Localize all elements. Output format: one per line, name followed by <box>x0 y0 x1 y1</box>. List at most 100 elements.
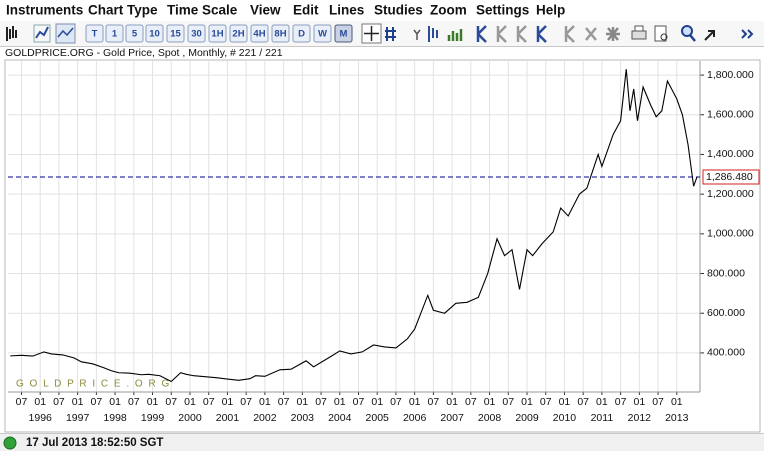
menu-item[interactable]: Chart Type <box>88 3 158 18</box>
x-tick-label: 01 <box>484 396 496 408</box>
reference-label: 1,286.480 <box>706 171 753 183</box>
x-tick-label: 07 <box>615 396 627 408</box>
y-tick-label: 1,200.000 <box>707 188 754 200</box>
x-tick-label: 01 <box>259 396 271 408</box>
x-tick-label: 07 <box>240 396 252 408</box>
menu-item[interactable]: Help <box>536 3 565 18</box>
x-year-label: 2007 <box>440 412 464 424</box>
toolbar-button[interactable] <box>229 24 248 43</box>
y-tick-label: 800.000 <box>707 267 745 279</box>
x-tick-label: 01 <box>446 396 458 408</box>
toolbar-button-label: M <box>340 29 348 40</box>
watermark: G O L D P R I C E . O R G <box>16 379 171 390</box>
toolbar-button[interactable] <box>271 24 290 43</box>
x-year-label: 2006 <box>403 412 427 424</box>
toolbar-button[interactable] <box>125 24 144 43</box>
toolbar-button-label: 2H <box>232 29 244 40</box>
x-tick-label: 01 <box>296 396 308 408</box>
menu-item[interactable]: Time Scale <box>167 3 238 18</box>
toolbar-button[interactable] <box>166 24 185 43</box>
x-year-label: 1998 <box>103 412 127 424</box>
toolbar-button-label: 4H <box>253 29 265 40</box>
x-tick-label: 07 <box>315 396 327 408</box>
y-tick-label: 1,600.000 <box>707 109 754 121</box>
x-tick-label: 01 <box>409 396 421 408</box>
x-tick-label: 07 <box>540 396 552 408</box>
x-year-label: 2009 <box>515 412 539 424</box>
x-tick-label: 01 <box>222 396 234 408</box>
menu-item[interactable]: View <box>250 3 281 18</box>
x-tick-label: 01 <box>371 396 383 408</box>
toolbar-icons-left <box>6 23 76 44</box>
x-tick-label: 07 <box>278 396 290 408</box>
menu-item[interactable]: Zoom <box>430 3 467 18</box>
toolbar-button[interactable] <box>105 24 124 43</box>
toolbar-button[interactable] <box>250 24 269 43</box>
reference-label-box <box>702 169 760 185</box>
status-time: 17 Jul 2013 18:52:50 SGT <box>26 437 163 449</box>
x-year-label: 2008 <box>478 412 502 424</box>
toolbar-button-label: 1 <box>112 29 118 40</box>
toolbar-icons-right <box>361 23 754 44</box>
x-year-label: 2011 <box>591 412 614 424</box>
x-year-label: 2002 <box>253 412 277 424</box>
status-indicator <box>3 436 17 450</box>
x-year-label: 2004 <box>328 412 352 424</box>
toolbar-button[interactable] <box>334 24 353 43</box>
toolbar-button-label: 5 <box>132 29 138 40</box>
toolbar-button[interactable] <box>208 24 227 43</box>
x-year-label: 2013 <box>665 412 689 424</box>
y-tick-label: 1,400.000 <box>707 148 754 160</box>
toolbar-button-label: 15 <box>170 29 181 40</box>
toolbar-button[interactable] <box>85 24 104 43</box>
menu-item[interactable]: Settings <box>476 3 529 18</box>
x-tick-label: 07 <box>128 396 140 408</box>
x-tick-label: 07 <box>652 396 664 408</box>
menu-item[interactable]: Instruments <box>6 3 83 18</box>
toolbar-button-label: T <box>92 29 98 40</box>
toolbar-button[interactable] <box>313 24 332 43</box>
x-tick-label: 01 <box>109 396 121 408</box>
x-tick-label: 01 <box>559 396 571 408</box>
x-year-label: 1999 <box>141 412 165 424</box>
x-tick-label: 07 <box>91 396 103 408</box>
menu-item[interactable]: Studies <box>374 3 423 18</box>
toolbar-button-label: 30 <box>191 29 202 40</box>
status-bar <box>0 434 764 451</box>
x-tick-label: 07 <box>428 396 440 408</box>
x-year-label: 2010 <box>553 412 577 424</box>
x-tick-label: 01 <box>72 396 84 408</box>
x-tick-label: 07 <box>16 396 28 408</box>
toolbar-button[interactable] <box>187 24 206 43</box>
x-tick-label: 07 <box>353 396 365 408</box>
y-tick-label: 1,000.000 <box>707 228 754 240</box>
toolbar-button[interactable] <box>145 24 164 43</box>
x-tick-label: 07 <box>465 396 477 408</box>
x-tick-label: 01 <box>596 396 608 408</box>
toolbar-button-label: 10 <box>149 29 160 40</box>
x-tick-label: 07 <box>53 396 65 408</box>
toolbar-button-label: D <box>298 29 305 40</box>
y-tick-label: 600.000 <box>707 307 745 319</box>
toolbar-button[interactable] <box>292 24 311 43</box>
x-tick-label: 01 <box>334 396 346 408</box>
x-tick-label: 01 <box>184 396 196 408</box>
x-tick-label: 01 <box>521 396 533 408</box>
menu-item[interactable]: Edit <box>293 3 319 18</box>
x-year-label: 2005 <box>366 412 390 424</box>
x-year-label: 2000 <box>178 412 202 424</box>
x-year-label: 1996 <box>29 412 53 424</box>
x-year-label: 2012 <box>628 412 652 424</box>
toolbar-button-label: 8H <box>274 29 286 40</box>
x-tick-label: 07 <box>502 396 514 408</box>
x-tick-label: 07 <box>577 396 589 408</box>
toolbar-button-label: W <box>318 29 327 40</box>
x-tick-label: 01 <box>147 396 159 408</box>
menu-bar <box>0 0 764 21</box>
x-year-label: 1997 <box>66 412 90 424</box>
x-tick-label: 01 <box>34 396 46 408</box>
menu-item[interactable]: Lines <box>329 3 364 18</box>
y-tick-label: 400.000 <box>707 347 745 359</box>
